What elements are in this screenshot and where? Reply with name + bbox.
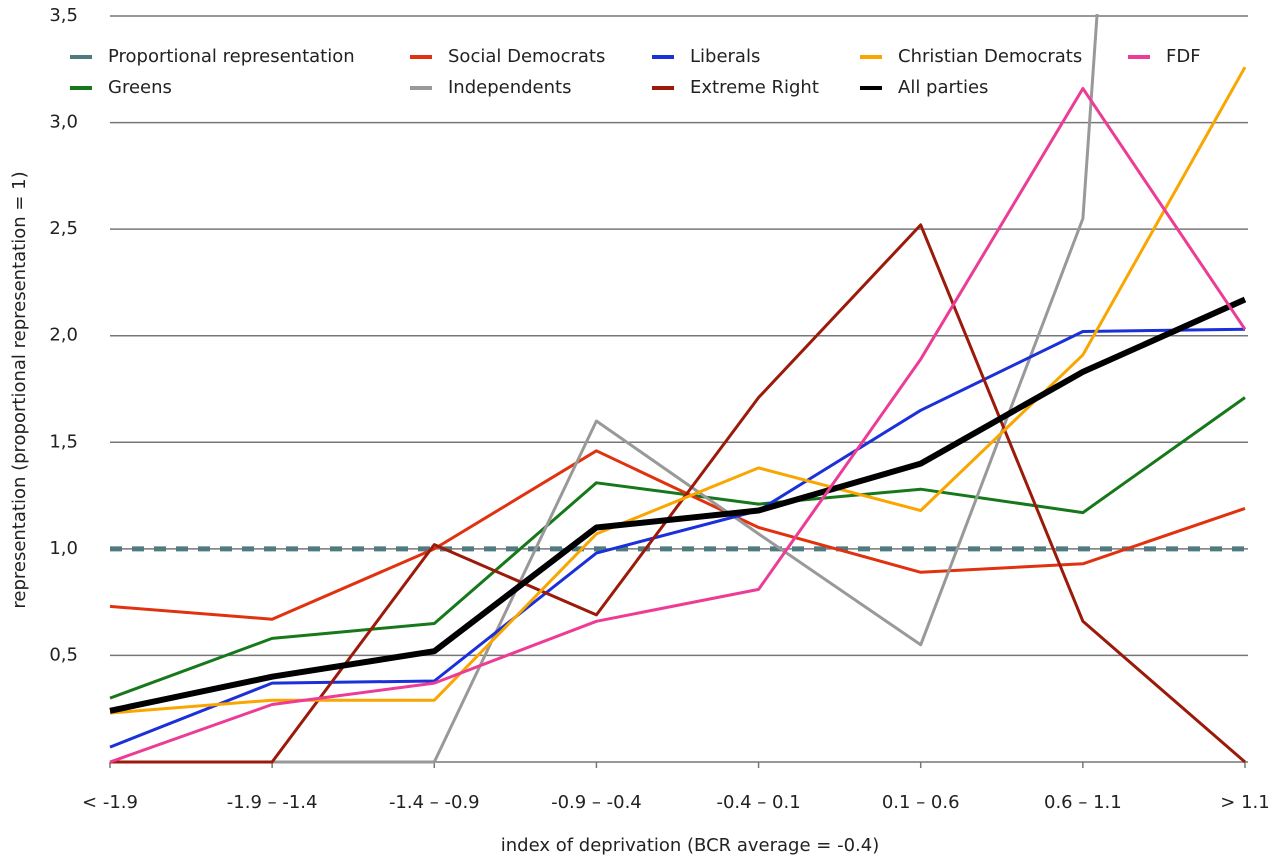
series-line — [109, 327, 1246, 749]
legend-label: All parties — [898, 77, 988, 98]
legend-label: Independents — [448, 77, 571, 98]
legend-label: Greens — [108, 77, 172, 98]
legend-label: Christian Democrats — [898, 46, 1082, 67]
legend-label: Liberals — [690, 46, 760, 67]
y-axis-title: representation (proportional representat… — [9, 171, 30, 608]
series-line — [109, 296, 1247, 714]
y-tick-label: 1,5 — [49, 431, 78, 452]
x-tick-label: -1.9 – -1.4 — [227, 792, 318, 813]
series-line — [109, 87, 1247, 764]
y-tick-label: 2,5 — [49, 218, 78, 239]
legend-label: Proportional representation — [108, 46, 355, 67]
x-tick-label: 0.1 – 0.6 — [882, 792, 960, 813]
x-tick-label: -0.9 – -0.4 — [551, 792, 642, 813]
y-tick-label: 1,0 — [49, 538, 78, 559]
x-tick-label: -1.4 – -0.9 — [389, 792, 480, 813]
y-tick-label: 0,5 — [49, 644, 78, 665]
plot-area — [109, 14, 1247, 764]
x-tick-label: -0.4 – 0.1 — [716, 792, 800, 813]
x-tick-label: < -1.9 — [82, 792, 138, 813]
series-line — [109, 396, 1246, 700]
y-tick-label: 3,5 — [49, 5, 78, 26]
series-line — [109, 449, 1246, 621]
series-line — [110, 223, 1246, 764]
y-tick-label: 3,0 — [49, 112, 78, 133]
y-tick-label: 2,0 — [49, 325, 78, 346]
legend-label: Extreme Right — [690, 77, 819, 98]
x-axis-title: index of deprivation (BCR average = -0.4… — [501, 835, 879, 856]
legend-label: FDF — [1166, 46, 1201, 67]
x-tick-label: 0.6 – 1.1 — [1044, 792, 1122, 813]
series-line — [110, 14, 1099, 764]
x-tick-label: > 1.1 — [1220, 792, 1269, 813]
legend-label: Social Democrats — [448, 46, 605, 67]
